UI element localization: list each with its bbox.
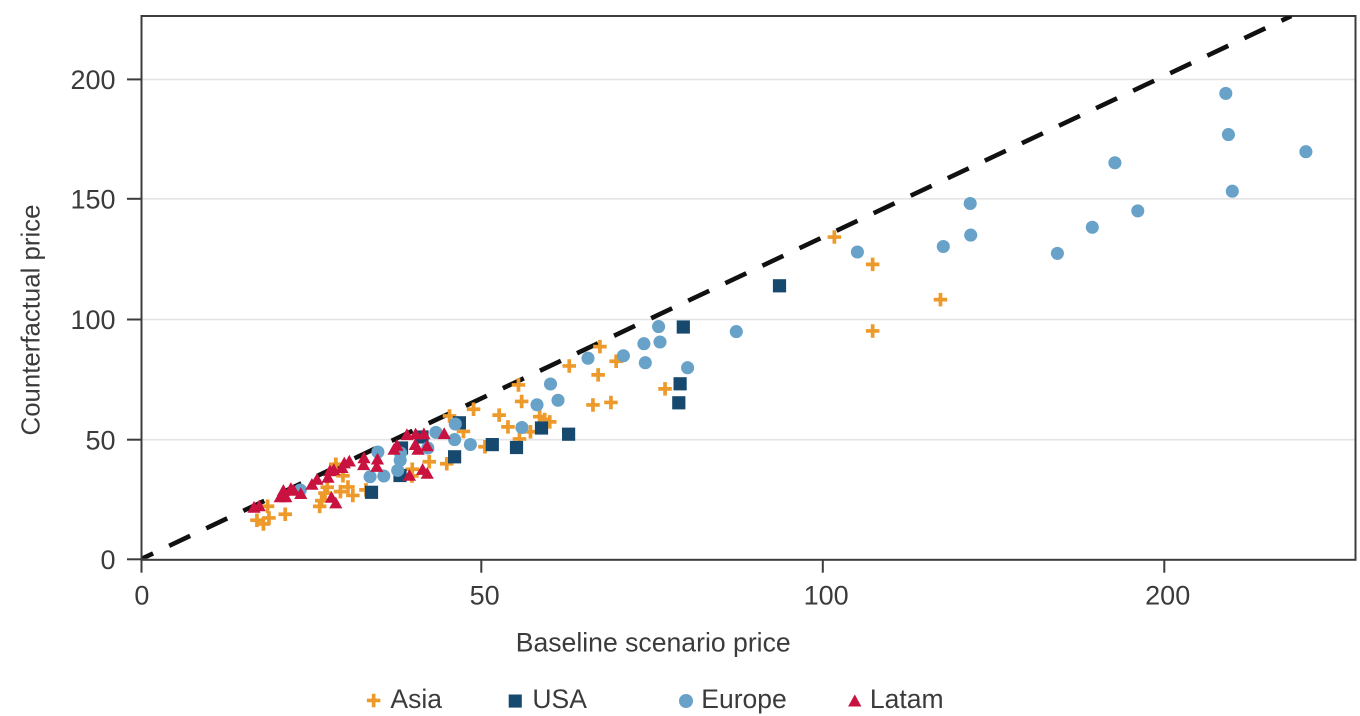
- svg-text:0: 0: [100, 545, 115, 575]
- svg-text:Europe: Europe: [701, 684, 786, 714]
- svg-text:100: 100: [804, 580, 849, 610]
- svg-text:200: 200: [1145, 580, 1190, 610]
- svg-text:Counterfactual price: Counterfactual price: [18, 205, 46, 436]
- svg-text:0: 0: [134, 580, 149, 610]
- svg-text:50: 50: [470, 580, 500, 610]
- svg-text:100: 100: [70, 305, 115, 335]
- svg-text:USA: USA: [532, 684, 587, 714]
- svg-text:150: 150: [70, 185, 115, 215]
- svg-text:50: 50: [85, 425, 115, 455]
- svg-text:Baseline scenario price: Baseline scenario price: [516, 628, 791, 658]
- svg-text:200: 200: [70, 65, 115, 95]
- svg-text:Latam: Latam: [870, 684, 944, 714]
- svg-text:Asia: Asia: [390, 684, 442, 714]
